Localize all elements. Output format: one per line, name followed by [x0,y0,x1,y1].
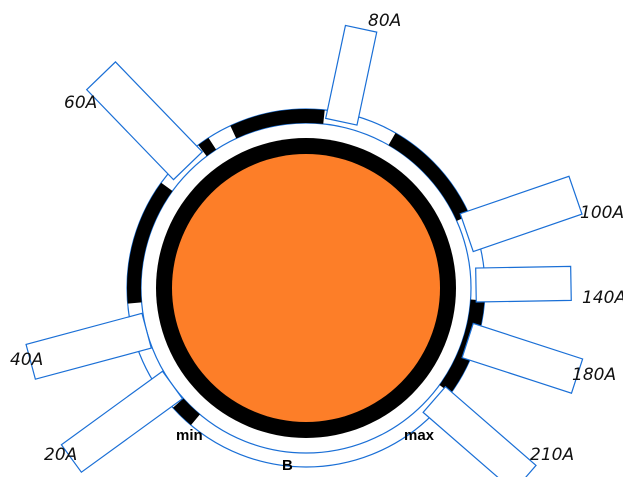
max-label: max [404,427,435,444]
box-140a [475,265,572,303]
label-100a: 100A [580,203,623,223]
label-40a: 40A [10,350,43,370]
label-140a: 140A [582,288,623,308]
knob-body[interactable] [172,154,440,422]
box-180a [461,322,584,394]
label-80a: 80A [368,11,401,31]
label-60a: 60A [64,93,97,113]
center-label: B [282,457,293,474]
box-20a [60,370,184,474]
box-80a [324,24,378,126]
label-20a: 20A [44,445,77,465]
min-label: min [176,427,203,444]
box-100a [459,175,583,253]
box-60a [85,61,204,181]
label-180a: 180A [572,365,616,385]
scale-segment-2 [127,182,173,304]
scale-segment-1 [198,137,217,157]
scale-segment-3 [230,109,325,139]
box-210a [422,385,537,477]
scale-segment-4 [388,132,470,221]
box-40a [25,312,153,380]
scale-segment-6 [172,398,200,426]
current-label-boxes [25,24,584,477]
label-210a: 210A [530,445,574,465]
